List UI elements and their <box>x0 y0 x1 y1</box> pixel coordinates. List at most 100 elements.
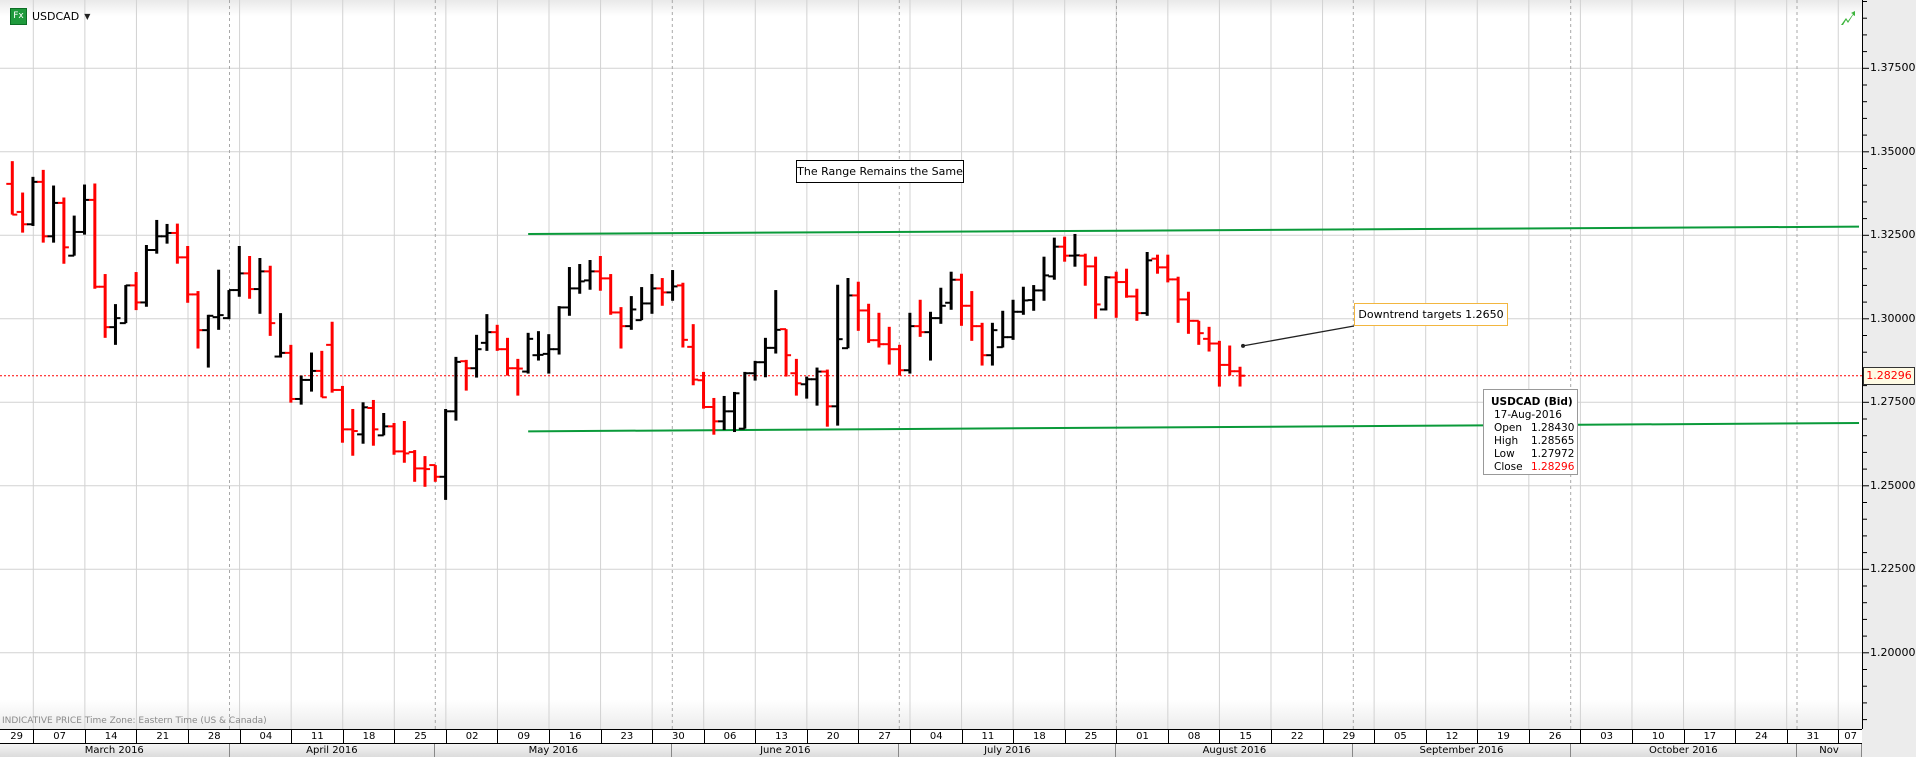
ohlc-bar[interactable] <box>192 291 204 349</box>
ohlc-bar[interactable] <box>202 314 214 368</box>
ohlc-bar[interactable] <box>965 291 977 341</box>
ohlc-bar[interactable] <box>480 314 492 351</box>
ohlc-bar[interactable] <box>604 274 616 315</box>
ohlc-bar[interactable] <box>16 192 28 233</box>
ohlc-bar[interactable] <box>780 328 792 377</box>
ohlc-bar[interactable] <box>862 303 874 343</box>
ohlc-bar[interactable] <box>326 321 338 393</box>
ohlc-bar[interactable] <box>1120 268 1132 298</box>
ohlc-bar[interactable] <box>800 376 812 399</box>
ohlc-bar[interactable] <box>1110 271 1122 318</box>
ohlc-bar[interactable] <box>697 371 709 409</box>
ohlc-bar[interactable] <box>1058 236 1070 262</box>
ohlc-bar[interactable] <box>914 299 926 337</box>
ohlc-bar[interactable] <box>676 282 688 348</box>
ohlc-bar[interactable] <box>1234 366 1246 387</box>
ohlc-bar[interactable] <box>1130 288 1142 321</box>
ohlc-bar[interactable] <box>429 464 441 482</box>
ohlc-bar[interactable] <box>47 185 59 243</box>
ohlc-bar[interactable] <box>398 421 410 463</box>
ohlc-bar[interactable] <box>130 272 142 311</box>
ohlc-bar[interactable] <box>687 324 699 386</box>
ohlc-bar[interactable] <box>811 367 823 406</box>
ohlc-bar[interactable] <box>26 176 38 226</box>
ohlc-bar[interactable] <box>1017 286 1029 315</box>
ohlc-bar[interactable] <box>903 312 915 374</box>
caret-down-icon[interactable]: ▼ <box>84 12 91 21</box>
ohlc-bar[interactable] <box>470 334 482 378</box>
ohlc-bar[interactable] <box>57 197 69 264</box>
ohlc-bar[interactable] <box>140 244 152 307</box>
range-annotation[interactable]: The Range Remains the Same <box>796 160 964 183</box>
ohlc-bar[interactable] <box>996 310 1008 349</box>
ohlc-bar[interactable] <box>1172 276 1184 323</box>
ohlc-bar[interactable] <box>264 265 276 336</box>
ohlc-bar[interactable] <box>511 358 523 396</box>
ohlc-bar[interactable] <box>1203 326 1215 352</box>
ohlc-bar[interactable] <box>635 287 647 322</box>
ohlc-bar[interactable] <box>976 322 988 366</box>
ohlc-bar[interactable] <box>119 284 131 325</box>
ohlc-bar[interactable] <box>336 385 348 443</box>
ohlc-bar[interactable] <box>769 290 781 354</box>
ohlc-bar[interactable] <box>893 344 905 376</box>
ohlc-bar[interactable] <box>1068 233 1080 267</box>
ohlc-bar[interactable] <box>1141 252 1153 316</box>
ohlc-bar[interactable] <box>388 423 400 455</box>
ohlc-bar[interactable] <box>346 408 358 456</box>
ohlc-bar[interactable] <box>852 281 864 331</box>
ohlc-bar[interactable] <box>253 258 265 314</box>
ohlc-bar[interactable] <box>728 391 740 433</box>
ohlc-bar[interactable] <box>584 260 596 290</box>
ohlc-bar[interactable] <box>439 408 451 500</box>
ohlc-bar[interactable] <box>573 264 585 294</box>
ohlc-bar[interactable] <box>222 289 234 320</box>
ohlc-bar[interactable] <box>367 399 379 446</box>
ohlc-bar[interactable] <box>656 278 668 306</box>
ohlc-bar[interactable] <box>790 358 802 396</box>
ohlc-bar[interactable] <box>315 350 327 399</box>
ohlc-bar[interactable] <box>284 344 296 403</box>
ohlc-bar[interactable] <box>986 322 998 366</box>
ohlc-bar[interactable] <box>1038 256 1049 301</box>
chart-plot-area[interactable] <box>0 0 1862 729</box>
ohlc-bar[interactable] <box>295 375 307 405</box>
ohlc-bar[interactable] <box>645 274 657 314</box>
ohlc-bar[interactable] <box>274 313 286 358</box>
trend-chart-icon[interactable] <box>1840 10 1856 26</box>
ohlc-bar[interactable] <box>357 402 369 444</box>
ohlc-bar[interactable] <box>841 278 853 350</box>
ohlc-bar[interactable] <box>821 369 833 427</box>
ohlc-bar[interactable] <box>212 269 224 330</box>
ohlc-bar[interactable] <box>449 356 461 421</box>
ohlc-bar[interactable] <box>78 184 90 235</box>
ohlc-bar[interactable] <box>759 337 771 378</box>
ohlc-bar[interactable] <box>522 332 534 374</box>
ohlc-bar[interactable] <box>718 395 730 431</box>
ohlc-bar[interactable] <box>924 311 936 361</box>
ohlc-bar[interactable] <box>831 284 843 426</box>
ohlc-bar[interactable] <box>37 169 49 243</box>
ohlc-bar[interactable] <box>945 271 957 310</box>
ohlc-bar[interactable] <box>872 312 884 348</box>
ohlc-bar[interactable] <box>88 183 100 289</box>
ohlc-bar[interactable] <box>707 397 719 435</box>
ohlc-bar[interactable] <box>542 334 554 374</box>
ohlc-bar[interactable] <box>501 337 513 376</box>
ohlc-bar[interactable] <box>883 326 895 365</box>
ohlc-bar[interactable] <box>563 267 575 316</box>
ohlc-bar[interactable] <box>377 412 389 437</box>
ohlc-bar[interactable] <box>171 223 183 264</box>
ohlc-bar[interactable] <box>1027 285 1039 311</box>
ohlc-bar[interactable] <box>161 223 173 244</box>
ohlc-bar[interactable] <box>460 359 472 391</box>
ohlc-bar[interactable] <box>1213 340 1225 387</box>
ohlc-bar[interactable] <box>1089 256 1101 319</box>
ohlc-bar[interactable] <box>99 274 111 338</box>
ohlc-bar[interactable] <box>553 306 565 355</box>
ohlc-bar[interactable] <box>625 296 637 330</box>
ohlc-bar[interactable] <box>594 256 606 291</box>
ohlc-bar[interactable] <box>305 352 317 392</box>
ohlc-bar[interactable] <box>1099 276 1111 311</box>
ohlc-bar[interactable] <box>150 219 162 254</box>
